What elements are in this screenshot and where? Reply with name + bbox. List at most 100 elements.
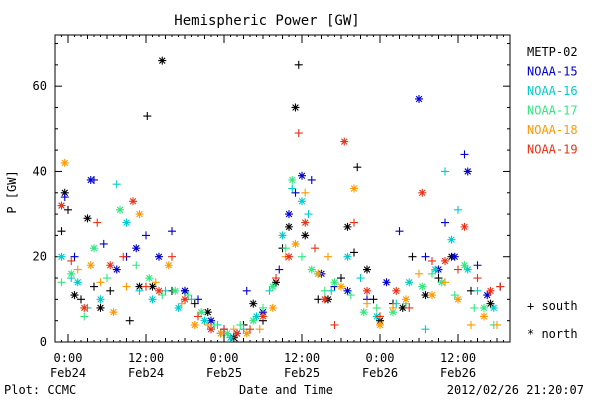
south-point-noaa-19 <box>405 303 414 312</box>
north-point-noaa-17 <box>171 286 180 295</box>
north-point-noaa-17 <box>249 316 258 325</box>
north-point-noaa-16 <box>200 316 209 325</box>
south-point-noaa-17 <box>103 274 111 283</box>
x-tick-label-time: 0:00 <box>54 351 83 365</box>
south-point-noaa-19 <box>473 274 482 283</box>
north-point-metp-02 <box>398 303 407 312</box>
north-point-noaa-18 <box>242 329 251 338</box>
x-tick-label-date: Feb25 <box>206 366 242 380</box>
north-point-noaa-16 <box>278 231 287 240</box>
north-point-noaa-18 <box>337 282 345 291</box>
legend-entry-metp-02: METP-02 <box>527 45 578 59</box>
south-point-noaa-19 <box>246 325 254 334</box>
north-point-noaa-18 <box>216 329 225 338</box>
north-point-noaa-16 <box>57 252 66 261</box>
south-point-metp-02 <box>350 248 358 257</box>
north-point-noaa-17 <box>90 244 98 253</box>
north-point-noaa-15 <box>450 252 459 261</box>
north-point-noaa-18 <box>314 269 323 278</box>
south-point-noaa-19 <box>168 252 176 261</box>
south-point-noaa-17 <box>470 303 479 312</box>
north-point-noaa-16 <box>298 197 306 206</box>
south-point-noaa-17 <box>428 269 436 278</box>
south-point-metp-02 <box>64 205 72 214</box>
south-point-metp-02 <box>77 295 85 304</box>
chart-title: Hemispheric Power [GW] <box>174 13 359 29</box>
north-point-noaa-19 <box>80 303 89 312</box>
north-point-noaa-17 <box>145 274 154 283</box>
south-point-noaa-15 <box>60 193 69 202</box>
x-tick-label-time: 0:00 <box>366 351 395 365</box>
south-point-metp-02 <box>106 286 115 295</box>
south-point-noaa-17 <box>281 244 290 253</box>
y-tick-label: 40 <box>33 164 47 178</box>
south-point-noaa-19 <box>311 244 319 253</box>
north-point-noaa-18 <box>86 261 95 270</box>
south-point-noaa-18 <box>441 278 449 287</box>
north-point-noaa-18 <box>190 320 199 329</box>
north-point-noaa-19 <box>57 201 66 210</box>
x-axis-label: Date and Time <box>239 383 333 397</box>
south-point-metp-02 <box>190 299 199 308</box>
north-point-noaa-18 <box>291 239 300 248</box>
north-point-noaa-15 <box>285 210 293 219</box>
south-point-noaa-17 <box>158 291 167 300</box>
north-point-noaa-15 <box>483 291 492 300</box>
north-point-metp-02 <box>363 265 371 274</box>
south-point-noaa-16 <box>421 325 430 334</box>
south-point-noaa-17 <box>450 291 459 300</box>
north-point-noaa-15 <box>132 244 141 253</box>
y-tick-label: 60 <box>33 79 47 93</box>
north-point-noaa-17 <box>288 175 297 184</box>
north-point-noaa-16 <box>96 295 105 304</box>
north-point-noaa-17 <box>359 308 368 317</box>
north-point-noaa-18 <box>376 320 384 329</box>
plot-frame <box>54 34 511 343</box>
north-point-noaa-19 <box>233 329 241 338</box>
y-axis: 0 20 40 60 <box>33 43 510 349</box>
south-point-noaa-19 <box>272 274 280 283</box>
north-point-metp-02 <box>376 316 384 325</box>
south-point-noaa-19 <box>220 325 228 334</box>
north-point-noaa-17 <box>223 329 232 338</box>
footer-left: Plot: CCMC <box>4 383 76 397</box>
south-point-noaa-18 <box>493 320 501 329</box>
north-point-noaa-16 <box>343 252 352 261</box>
north-point-noaa-18 <box>109 308 118 317</box>
north-point-noaa-17 <box>116 205 124 214</box>
south-point-metp-02 <box>57 227 66 236</box>
south-point-noaa-19 <box>376 312 384 321</box>
north-point-noaa-19 <box>207 325 215 334</box>
north-point-metp-02 <box>83 214 92 223</box>
north-point-noaa-18 <box>428 291 436 300</box>
south-point-noaa-15 <box>70 252 79 261</box>
south-point-metp-02 <box>353 163 362 172</box>
south-point-noaa-16 <box>112 180 121 189</box>
north-point-noaa-19 <box>285 252 293 261</box>
north-point-metp-02 <box>285 222 293 231</box>
legend-entry-noaa-18: NOAA-18 <box>527 123 578 137</box>
south-point-noaa-15 <box>421 252 430 261</box>
north-point-noaa-16 <box>174 303 183 312</box>
north-point-metp-02 <box>291 103 300 112</box>
north-point-noaa-17 <box>197 308 206 317</box>
north-point-noaa-19 <box>301 218 310 227</box>
north-point-noaa-19 <box>129 197 137 206</box>
north-point-noaa-19 <box>418 188 427 197</box>
north-point-noaa-15 <box>415 94 423 103</box>
north-point-noaa-17 <box>307 265 316 274</box>
north-point-noaa-16 <box>489 303 498 312</box>
south-point-metp-02 <box>125 316 134 325</box>
south-point-noaa-17 <box>259 303 267 312</box>
south-point-noaa-17 <box>57 278 66 287</box>
north-point-noaa-19 <box>460 222 469 231</box>
south-point-noaa-19 <box>428 256 436 265</box>
north-point-noaa-16 <box>252 312 261 321</box>
north-point-noaa-16 <box>431 265 440 274</box>
north-point-noaa-18 <box>350 184 358 193</box>
north-point-noaa-19 <box>363 286 371 295</box>
north-point-noaa-18 <box>60 158 69 167</box>
north-point-noaa-18 <box>454 295 462 304</box>
x-tick-label-date: Feb25 <box>284 366 320 380</box>
south-point-noaa-18 <box>255 325 264 334</box>
